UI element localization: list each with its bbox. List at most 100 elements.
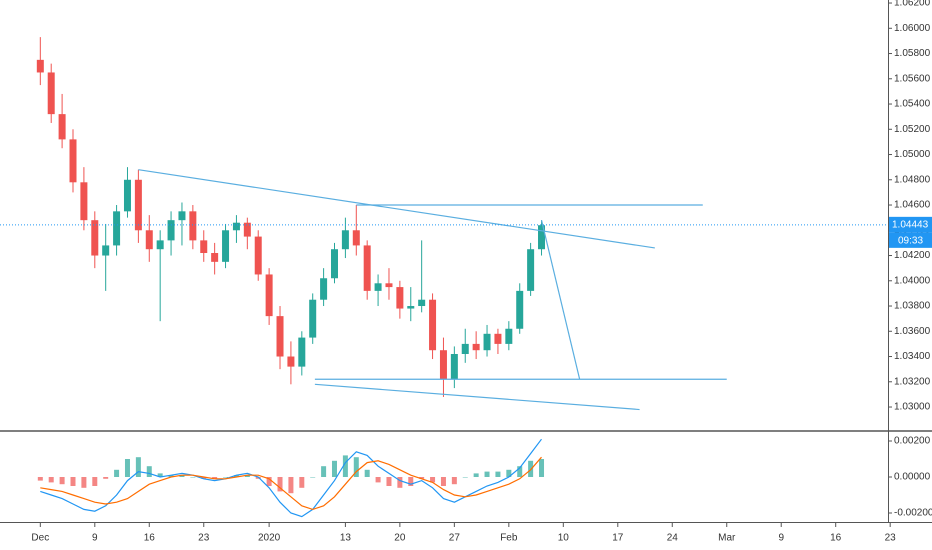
candle-body (309, 299, 317, 338)
candle-body (439, 350, 447, 380)
x-tick-label: 17 (612, 533, 624, 544)
candle-body (123, 179, 131, 212)
candle-body (222, 230, 230, 262)
candle-body (374, 283, 382, 291)
histogram-bar (506, 469, 512, 477)
histogram-bar (70, 477, 76, 486)
x-tick-label: 10 (558, 533, 570, 544)
histogram-bar (135, 457, 141, 477)
histogram-bar (266, 477, 272, 486)
histogram-bar (157, 473, 163, 477)
candle-body (483, 333, 491, 351)
candle-body (36, 59, 44, 73)
x-tick-label: 20 (394, 533, 406, 544)
y-tick-label: 1.04000 (894, 275, 931, 286)
trend-line (540, 220, 581, 380)
y-tick-label: 1.05400 (894, 99, 931, 110)
histogram-bar (103, 477, 109, 479)
y-tick-label: 0.00000 (894, 472, 931, 483)
candle-body (516, 290, 524, 329)
candle-body (232, 222, 240, 231)
last-price-label: 1.04443 (892, 219, 929, 230)
candle-body (102, 245, 110, 256)
histogram-bar (451, 477, 457, 485)
x-tick-label: 27 (449, 533, 461, 544)
candle-body (461, 343, 469, 354)
histogram-bar (408, 477, 414, 486)
histogram-bar (255, 477, 261, 479)
histogram-bar (223, 477, 229, 478)
x-tick-label: 23 (885, 533, 897, 544)
y-tick-label: 1.04800 (894, 174, 931, 185)
histogram-bar (310, 477, 316, 478)
y-tick-label: 1.03000 (894, 402, 931, 413)
y-tick-label: 1.04200 (894, 250, 931, 261)
candle-body (527, 249, 535, 291)
histogram-bar (397, 477, 403, 488)
histogram-bar (484, 471, 490, 477)
x-tick-label: 9 (778, 533, 784, 544)
candle-body (538, 225, 546, 250)
histogram-bar (201, 477, 207, 479)
candle-body (145, 230, 153, 250)
candle-body (189, 211, 197, 241)
histogram-bar (59, 477, 65, 485)
y-tick-label: 1.06000 (894, 23, 931, 34)
candle-body (167, 220, 175, 241)
y-tick-label: -0.00200 (894, 508, 932, 519)
candle-body (91, 220, 99, 256)
y-tick-label: 1.03400 (894, 351, 931, 362)
candle-body (69, 139, 77, 183)
candle-body (80, 182, 88, 221)
histogram-bar (331, 460, 337, 477)
candle-body (396, 287, 404, 309)
histogram-bar (321, 466, 327, 477)
histogram-bar (48, 477, 54, 483)
x-tick-label: Mar (718, 533, 736, 544)
candle-body (254, 236, 262, 275)
y-tick-label: 1.03600 (894, 326, 931, 337)
last-price-tag (889, 216, 932, 233)
x-tick-label: 16 (144, 533, 156, 544)
histogram-bar (364, 469, 370, 477)
histogram-bar (244, 475, 250, 477)
histogram-bar (386, 477, 392, 486)
candle-body (494, 333, 502, 344)
candle-body (58, 114, 66, 140)
y-tick-label: 1.03800 (894, 301, 931, 312)
candle-body (200, 240, 208, 254)
histogram-bar (495, 471, 501, 477)
x-tick-label: 13 (340, 533, 352, 544)
y-tick-label: 1.05000 (894, 149, 931, 160)
histogram-bar (146, 466, 152, 477)
histogram-bar (353, 457, 359, 477)
candle-body (407, 306, 415, 309)
histogram-bar (440, 477, 446, 486)
candle-body (178, 211, 186, 221)
histogram-bar (114, 469, 120, 477)
histogram-bar (342, 455, 348, 477)
candle-body (429, 299, 437, 351)
candle-body (363, 245, 371, 291)
candle-body (276, 316, 284, 357)
macd-line (40, 438, 542, 518)
histogram-bar (419, 477, 425, 479)
candle-body (265, 274, 273, 317)
candle-body (385, 283, 393, 288)
histogram-bar (190, 477, 196, 478)
trend-line (138, 169, 655, 249)
candle-body (330, 249, 338, 279)
candle-body (472, 343, 480, 351)
candle-body (352, 230, 360, 246)
countdown-tag (889, 232, 932, 248)
histogram-bar (430, 477, 436, 483)
histogram-bar (212, 477, 218, 479)
histogram-bar (517, 466, 523, 477)
candle-body (211, 253, 219, 262)
candle-body (134, 179, 142, 231)
candle-body (418, 299, 426, 307)
histogram-bar (233, 475, 239, 477)
